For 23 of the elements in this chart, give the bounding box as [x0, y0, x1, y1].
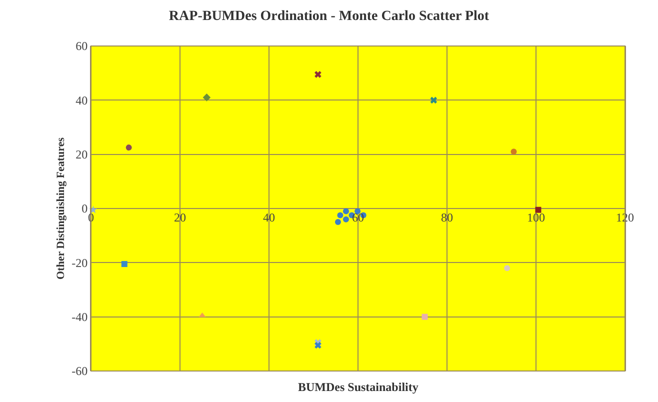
y-tick-label: 20	[76, 148, 88, 162]
x-axis-title: BUMDes Sustainability	[298, 380, 418, 394]
point	[334, 219, 341, 226]
y-tick-label: -40	[72, 310, 88, 324]
y-tick-label: -60	[72, 364, 88, 378]
y-tick-label: 40	[76, 93, 88, 108]
point	[126, 144, 132, 151]
y-axis-title: Other Distinguishing Features	[55, 136, 68, 280]
y-tick-label: 60	[76, 39, 88, 54]
point	[314, 71, 322, 78]
point	[89, 206, 98, 214]
point	[510, 148, 517, 155]
point	[342, 208, 349, 214]
point	[314, 342, 322, 349]
point	[342, 216, 349, 222]
point	[504, 265, 510, 272]
point	[121, 261, 128, 268]
point	[430, 96, 438, 104]
point	[337, 212, 344, 218]
point	[202, 94, 211, 102]
y-tick-label: -20	[72, 256, 88, 270]
chart-title: RAP-BUMDes Ordination - Monte Carlo Scatter Plot	[168, 8, 490, 24]
point	[422, 314, 428, 320]
